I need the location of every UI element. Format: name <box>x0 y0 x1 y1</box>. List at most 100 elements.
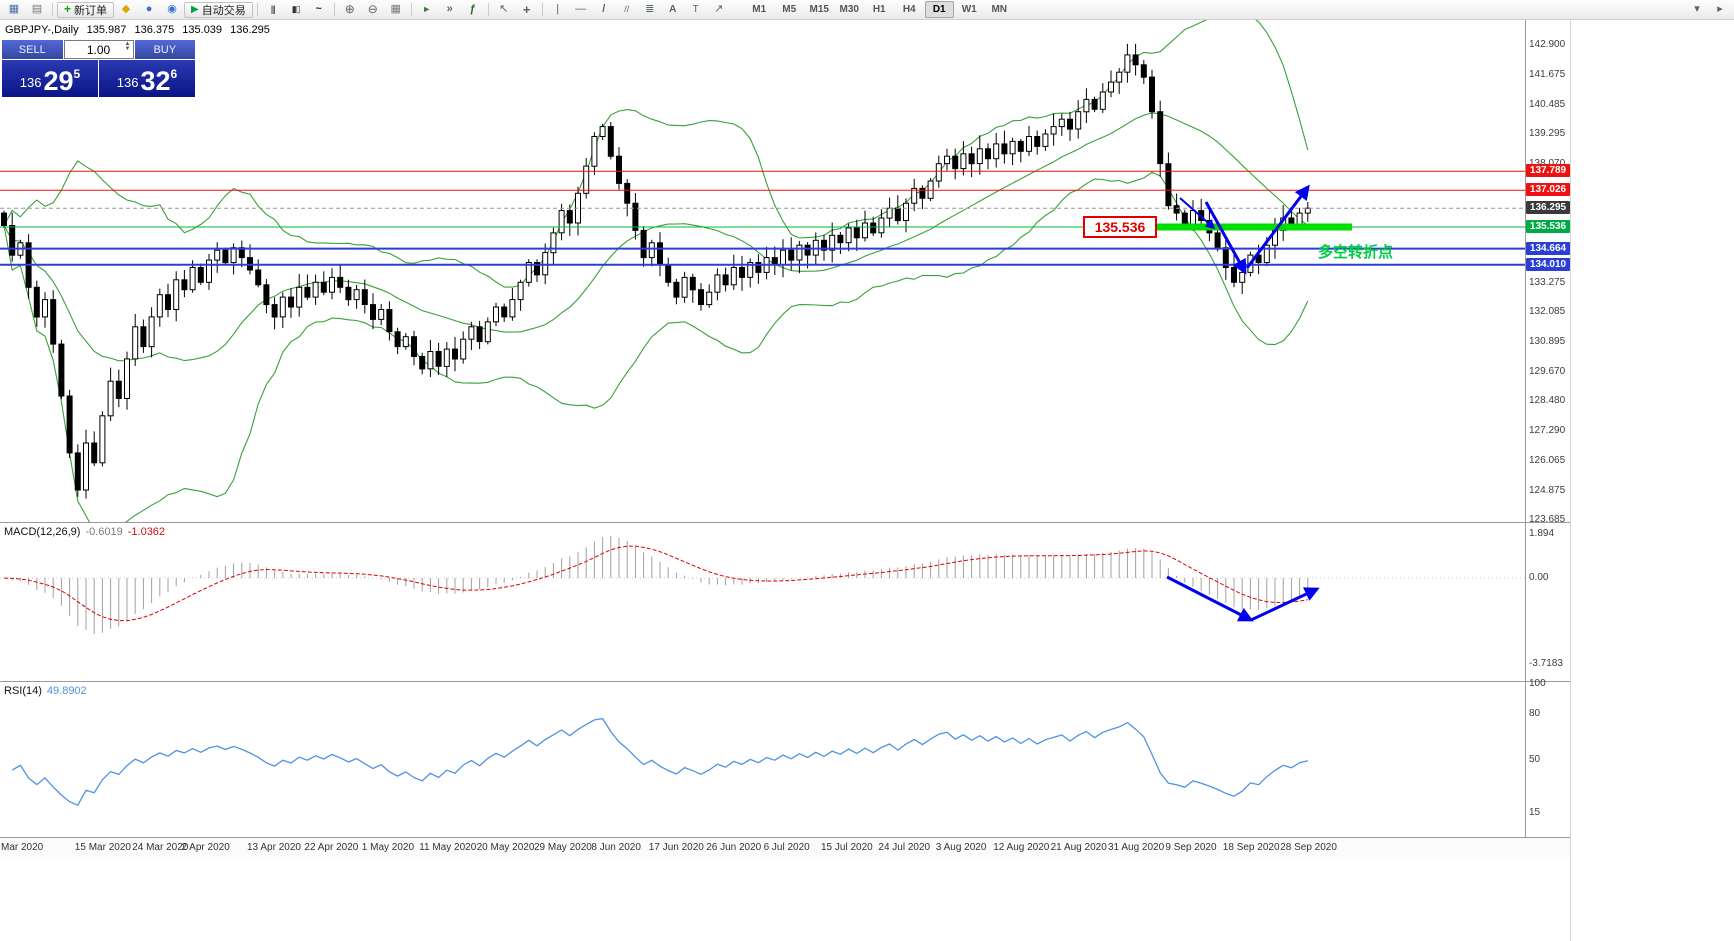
sell-header[interactable]: SELL <box>2 40 63 59</box>
rsi-label: RSI(14) 49.8902 <box>4 685 87 697</box>
axis-label: 15 <box>1529 807 1541 819</box>
channel-tool-button[interactable] <box>616 1 638 19</box>
channel-icon <box>624 4 629 15</box>
zoom-out-button[interactable] <box>362 1 384 19</box>
date-label: 15 Mar 2020 <box>74 842 131 853</box>
buy-header[interactable]: BUY <box>134 40 195 59</box>
macd-pane[interactable] <box>0 523 1525 681</box>
macd-main-value: -0.6019 <box>85 526 123 538</box>
trend-arrow-main-0[interactable] <box>1179 197 1216 230</box>
timeframe-d1[interactable]: D1 <box>924 1 954 18</box>
volume-value: 1.00 <box>86 42 111 57</box>
main-chart[interactable] <box>0 20 1525 522</box>
toolbar-separator <box>410 3 412 16</box>
rsi-pane[interactable] <box>0 682 1525 836</box>
profiles-button[interactable] <box>26 1 48 19</box>
vertical-line-tool-button[interactable] <box>547 1 569 19</box>
horizontal-line-tool-button[interactable] <box>570 1 592 19</box>
buy-button[interactable]: 136 32 6 <box>99 60 195 97</box>
new-chart-button[interactable] <box>3 1 25 19</box>
auto-scroll-button[interactable] <box>416 1 438 19</box>
pane-separator[interactable] <box>0 522 1570 523</box>
axis-label: -3.7183 <box>1529 658 1563 670</box>
axis-label: 0.00 <box>1529 572 1549 583</box>
date-label: 28 Sep 2020 <box>1280 842 1337 853</box>
chevron-down-icon <box>1694 4 1700 15</box>
autotrading-icon <box>191 4 199 15</box>
bar-chart-button[interactable] <box>262 1 284 19</box>
favorites-button[interactable] <box>115 1 137 19</box>
trend-arrow-macd-1[interactable] <box>1250 587 1320 622</box>
timeframe-m15[interactable]: M15 <box>809 4 829 15</box>
spinner-down-icon[interactable]: ▼ <box>124 46 131 53</box>
macd-name: MACD(12,26,9) <box>4 526 81 538</box>
crosshair-tool-button[interactable] <box>516 1 538 19</box>
sell-button[interactable]: 136 29 5 <box>2 60 98 97</box>
toolbar-separator <box>541 3 543 16</box>
date-label: 3 Aug 2020 <box>935 842 987 853</box>
volume-input[interactable]: 1.00 ▲ ▼ <box>63 40 134 59</box>
autotrading-label: 自动交易 <box>201 4 246 17</box>
sell-price-big: 29 <box>43 66 74 97</box>
zoom-in-button[interactable] <box>339 1 361 19</box>
label-tool-button[interactable] <box>685 1 707 19</box>
arrows-tool-button[interactable] <box>708 1 730 19</box>
date-label: 24 Jul 2020 <box>878 842 931 853</box>
timeframe-h4[interactable]: H4 <box>902 4 916 15</box>
tile-windows-button[interactable] <box>385 1 407 19</box>
timeframe-m1[interactable]: M1 <box>752 4 767 15</box>
trendline-tool-button[interactable] <box>593 1 615 19</box>
toolbar-more-button[interactable] <box>1686 1 1708 19</box>
spinner-up-icon[interactable]: ▲ <box>124 41 131 47</box>
toolbar-overflow-button[interactable] <box>1709 1 1731 19</box>
timeframe-mn[interactable]: MN <box>991 4 1007 15</box>
timeframe-w1[interactable]: W1 <box>961 4 977 15</box>
trend-arrow-main-1[interactable] <box>1204 201 1247 275</box>
timeframe-m30[interactable]: M30 <box>839 4 859 15</box>
symbol-timeframe: GBPJPY-,Daily <box>5 24 79 36</box>
date-label: Mar 2020 <box>1 842 44 853</box>
date-label: 21 Aug 2020 <box>1050 842 1107 853</box>
chart-shift-icon <box>447 4 453 15</box>
candlestick-chart-button[interactable] <box>285 1 307 19</box>
auto-scroll-icon <box>422 4 431 15</box>
navigator-button[interactable] <box>161 1 183 19</box>
chart-shift-button[interactable] <box>439 1 461 19</box>
indicators-button[interactable] <box>462 1 484 19</box>
rsi-line <box>11 717 1308 807</box>
axis-label: 126.065 <box>1529 455 1566 467</box>
toolbar: 新订单 自动交易 M1 M5 <box>0 0 1734 20</box>
chevron-right-icon <box>1717 4 1723 15</box>
sell-price-sup: 5 <box>73 67 81 81</box>
market-watch-button[interactable] <box>138 1 160 19</box>
new-order-button[interactable]: 新订单 <box>57 1 115 18</box>
autotrading-button[interactable]: 自动交易 <box>184 1 253 18</box>
text-tool-button[interactable] <box>662 1 684 19</box>
arrows-icon <box>714 4 723 15</box>
fibonacci-tool-button[interactable] <box>639 1 661 19</box>
price-tag: 134.010 <box>1526 257 1570 271</box>
timeframe-m5[interactable]: M5 <box>782 4 797 15</box>
price-tag: 137.026 <box>1526 183 1570 197</box>
axis-label: 123.685 <box>1529 513 1566 525</box>
trend-arrow-main-2[interactable] <box>1245 184 1310 269</box>
line-chart-icon <box>316 4 322 15</box>
support-level-label[interactable]: 135.536 <box>1083 216 1157 238</box>
trendline-icon <box>602 4 605 15</box>
cursor-tool-button[interactable] <box>493 1 515 19</box>
support-bar[interactable] <box>1157 223 1352 231</box>
chart-title: GBPJPY-,Daily 135.987 136.375 135.039 13… <box>5 24 275 36</box>
axis-label: 142.900 <box>1529 39 1566 50</box>
turning-point-label[interactable]: 多空转折点 <box>1318 244 1394 261</box>
time-axis: Mar 2020 15 Mar 2020 24 Mar 2020 2 Apr 2020… <box>0 837 1570 857</box>
toolbar-separator <box>333 3 335 16</box>
volume-spinner[interactable]: ▲ ▼ <box>124 41 131 53</box>
toolbar-separator <box>52 3 53 16</box>
horizontal-line-icon <box>575 4 586 15</box>
timeframe-h1[interactable]: H1 <box>872 4 886 15</box>
price-tag: 134.664 <box>1526 241 1570 255</box>
macd-label: MACD(12,26,9) -0.6019 -1.0362 <box>4 526 165 538</box>
pane-separator[interactable] <box>0 681 1570 682</box>
trend-arrow-macd-0[interactable] <box>1166 575 1254 622</box>
line-chart-button[interactable] <box>308 1 330 19</box>
